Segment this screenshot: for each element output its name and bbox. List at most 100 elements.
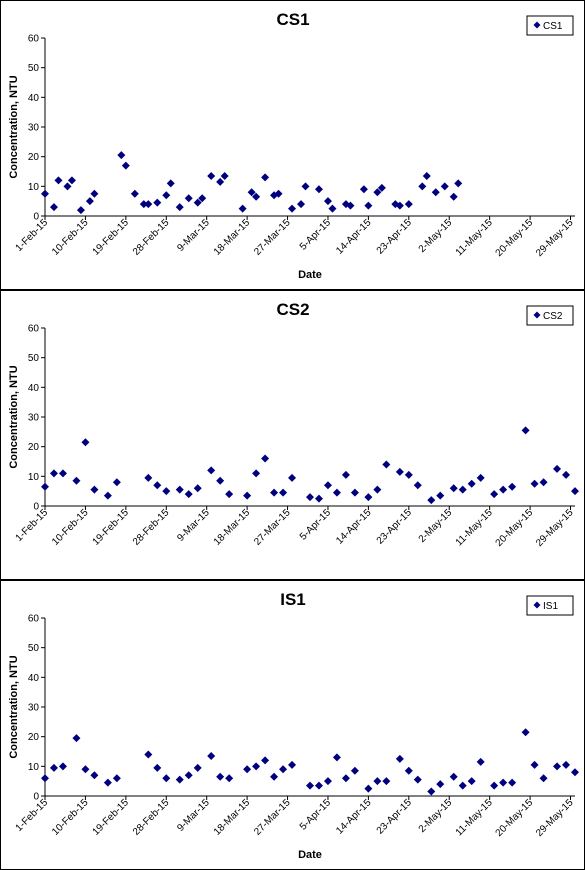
data-point bbox=[427, 787, 436, 796]
y-axis-label: Concentration, NTU bbox=[8, 365, 20, 468]
data-point bbox=[395, 754, 404, 763]
data-point bbox=[85, 197, 94, 206]
legend-box bbox=[526, 305, 574, 326]
data-point bbox=[216, 772, 225, 781]
x-tick-label: 2-May-15 bbox=[417, 507, 455, 545]
data-point bbox=[162, 191, 171, 200]
data-point bbox=[193, 198, 202, 207]
chart-title: IS1 bbox=[280, 590, 306, 609]
data-point bbox=[395, 467, 404, 476]
x-tick-label: 11-May-15 bbox=[454, 217, 495, 258]
data-point bbox=[76, 206, 85, 215]
data-point bbox=[270, 772, 279, 781]
data-point bbox=[359, 185, 368, 194]
y-tick-label: 10 bbox=[28, 762, 40, 773]
data-point bbox=[72, 734, 81, 743]
x-axis-label: Date bbox=[298, 849, 322, 861]
x-tick-label: 27-Mar-15 bbox=[252, 797, 293, 838]
legend-label-cs1: CS1 bbox=[543, 21, 563, 32]
data-point bbox=[144, 750, 153, 759]
data-point bbox=[72, 476, 81, 485]
data-point bbox=[252, 469, 261, 478]
data-point bbox=[562, 470, 571, 479]
data-point bbox=[395, 201, 404, 210]
data-point bbox=[571, 487, 579, 496]
data-point bbox=[270, 488, 279, 497]
legend-label-cs2: CS2 bbox=[543, 311, 563, 322]
data-point bbox=[314, 781, 323, 790]
y-tick-label: 0 bbox=[33, 212, 39, 223]
data-point bbox=[306, 781, 314, 790]
x-tick-label: 27-Mar-15 bbox=[252, 507, 293, 548]
data-point bbox=[58, 469, 67, 478]
data-point bbox=[314, 494, 323, 503]
data-point bbox=[216, 177, 225, 186]
x-tick-label: 18-Mar-15 bbox=[212, 217, 253, 258]
legend-label-is1: IS1 bbox=[543, 601, 558, 612]
data-point bbox=[288, 760, 297, 769]
data-point bbox=[144, 200, 153, 209]
data-point bbox=[49, 203, 58, 212]
y-tick-label: 50 bbox=[28, 353, 40, 364]
x-tick-label: 23-Apr-15 bbox=[375, 217, 415, 257]
data-point bbox=[207, 466, 216, 475]
x-tick-label: 19-Feb-15 bbox=[91, 217, 132, 258]
y-tick-label: 20 bbox=[28, 442, 40, 453]
x-tick-label: 18-Mar-15 bbox=[212, 507, 253, 548]
data-point bbox=[490, 490, 499, 499]
y-tick-label: 0 bbox=[33, 792, 39, 803]
y-tick-label: 30 bbox=[28, 703, 40, 714]
data-point bbox=[332, 488, 341, 497]
y-tick-label: 50 bbox=[28, 643, 40, 654]
data-point bbox=[467, 777, 476, 786]
x-tick-label: 23-Apr-15 bbox=[375, 507, 415, 547]
data-point bbox=[454, 179, 463, 188]
data-point bbox=[288, 204, 297, 213]
data-point bbox=[279, 765, 288, 774]
x-tick-label: 23-Apr-15 bbox=[375, 797, 415, 837]
data-point bbox=[341, 470, 350, 479]
data-point bbox=[184, 194, 193, 203]
data-point bbox=[153, 198, 162, 207]
data-point bbox=[449, 772, 458, 781]
data-point bbox=[193, 484, 202, 493]
x-tick-label: 5-Apr-15 bbox=[298, 797, 334, 833]
data-point bbox=[436, 491, 445, 500]
legend-marker bbox=[533, 311, 541, 319]
data-point bbox=[207, 751, 216, 760]
data-point bbox=[139, 200, 148, 209]
y-tick-label: 10 bbox=[28, 472, 40, 483]
data-point bbox=[297, 200, 306, 209]
y-tick-label: 30 bbox=[28, 123, 40, 134]
data-point bbox=[413, 775, 422, 784]
data-point bbox=[112, 478, 121, 487]
data-point bbox=[225, 774, 234, 783]
chart-panel-cs1: CS1 0 10 20 30 40 50 60 1-Feb-15 10-Feb-15 19-Feb-… bbox=[0, 0, 585, 290]
data-point bbox=[247, 188, 256, 197]
data-point bbox=[216, 476, 225, 485]
data-point bbox=[49, 469, 58, 478]
data-point bbox=[184, 771, 193, 780]
x-tick-label: 20-May-15 bbox=[494, 217, 536, 259]
data-point bbox=[553, 464, 562, 473]
data-point bbox=[382, 460, 391, 469]
x-tick-label: 27-Mar-15 bbox=[252, 217, 293, 258]
y-axis-label: Concentration, NTU bbox=[8, 655, 20, 758]
x-tick-label: 28-Feb-15 bbox=[131, 217, 172, 258]
data-point bbox=[279, 488, 288, 497]
data-point bbox=[364, 201, 373, 210]
x-tick-label: 11-May-15 bbox=[454, 507, 495, 548]
data-point bbox=[562, 760, 571, 769]
legend-marker bbox=[533, 21, 541, 29]
data-point bbox=[364, 493, 373, 502]
data-point bbox=[301, 182, 310, 191]
x-tick-label: 28-Feb-15 bbox=[131, 797, 172, 838]
data-point bbox=[175, 485, 184, 494]
x-tick-label: 9-Mar-15 bbox=[175, 507, 212, 544]
data-point bbox=[243, 491, 252, 500]
data-point bbox=[346, 201, 355, 210]
legend-box bbox=[526, 15, 574, 36]
x-tick-label: 29-May-15 bbox=[534, 507, 576, 549]
data-point bbox=[490, 781, 499, 790]
data-point bbox=[350, 766, 359, 775]
